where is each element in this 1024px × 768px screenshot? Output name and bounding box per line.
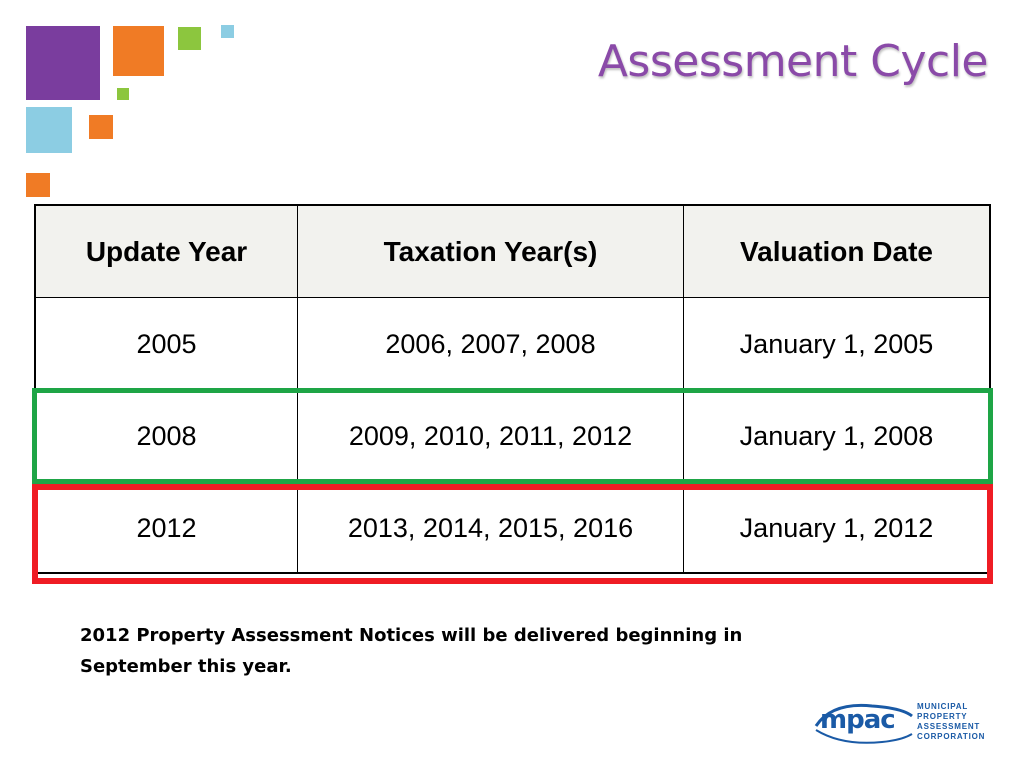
decor-square-orange-mid [89,115,113,139]
cell-update-year: 2008 [36,391,298,482]
table-row: 2012 2013, 2014, 2015, 2016 January 1, 2… [36,482,989,574]
decor-square-orange-large [113,26,164,76]
decor-square-green [178,27,201,50]
assessment-table: Update Year Taxation Year(s) Valuation D… [34,204,991,574]
cell-update-year: 2005 [36,298,298,390]
header-taxation-years: Taxation Year(s) [298,206,684,297]
logo-line: MUNICIPAL [917,702,969,711]
cell-taxation-years: 2006, 2007, 2008 [298,298,684,390]
cell-taxation-years: 2009, 2010, 2011, 2012 [298,391,684,482]
decor-square-orange-small [26,173,50,197]
cell-valuation-date: January 1, 2005 [739,328,934,359]
cell-valuation-date: January 1, 2012 [739,513,934,543]
decor-square-blue-small [221,25,234,38]
cell-taxation-years: 2013, 2014, 2015, 2016 [298,483,684,574]
cell-update-year: 2012 [36,483,298,574]
cell-valuation-date: January 1, 2008 [739,421,934,451]
table-row: 2005 2006, 2007, 2008 January 1, 2005 [36,298,989,390]
mpac-logo-wordmark: MUNICIPAL PROPERTY ASSESSMENT CORPORATIO… [917,702,1017,742]
decor-square-purple [26,26,100,100]
mpac-logo-swoosh [814,703,913,744]
decor-square-green-small [117,88,129,100]
decor-square-blue [26,107,72,153]
logo-line: CORPORATION [917,732,986,741]
logo-line: PROPERTY [917,712,968,721]
table-row: 2008 2009, 2010, 2011, 2012 January 1, 2… [36,390,989,482]
mpac-logo-mark: mpac [820,705,896,735]
header-update-year: Update Year [36,206,298,297]
page-title: Assessment Cycle [597,36,989,87]
logo-line: ASSESSMENT [917,722,981,731]
header-valuation-date: Valuation Date [740,235,933,267]
table-header-row: Update Year Taxation Year(s) Valuation D… [36,206,989,298]
delivery-note: 2012 Property Assessment Notices will be… [80,625,743,677]
